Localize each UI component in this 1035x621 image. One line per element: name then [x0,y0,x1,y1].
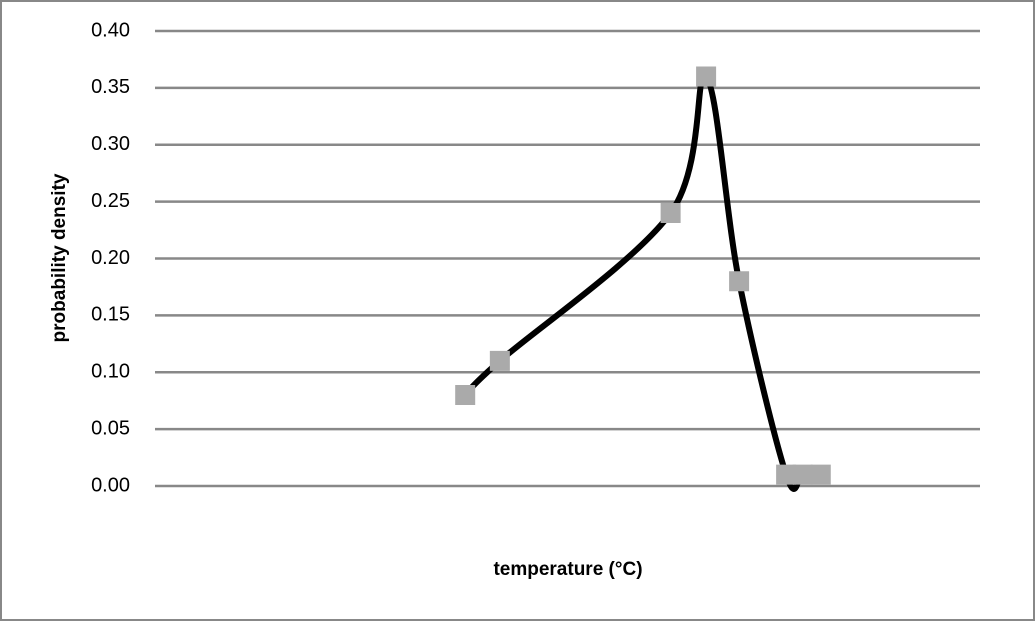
y-tick-label: 0.05 [91,417,130,439]
y-tick-label: 0.10 [91,361,130,383]
y-tick-label: 0.25 [91,190,130,212]
y-tick-label: 0.40 [91,19,130,41]
marker [776,464,797,485]
marker [455,385,476,405]
marker [489,350,510,371]
x-axis-label: temperature (°C) [493,559,642,580]
marker [792,464,813,485]
y-tick-label: 0.20 [91,247,130,269]
y-tick-label: 0.00 [91,474,130,496]
marker [696,66,717,87]
marker [810,464,831,485]
marker [660,203,681,223]
y-axis-label: probability density [49,173,70,342]
y-tick-label: 0.35 [91,76,130,98]
y-tick-label: 0.30 [91,133,130,155]
y-tick-label: 0.15 [91,304,130,326]
marker [729,271,750,292]
line [463,72,821,492]
